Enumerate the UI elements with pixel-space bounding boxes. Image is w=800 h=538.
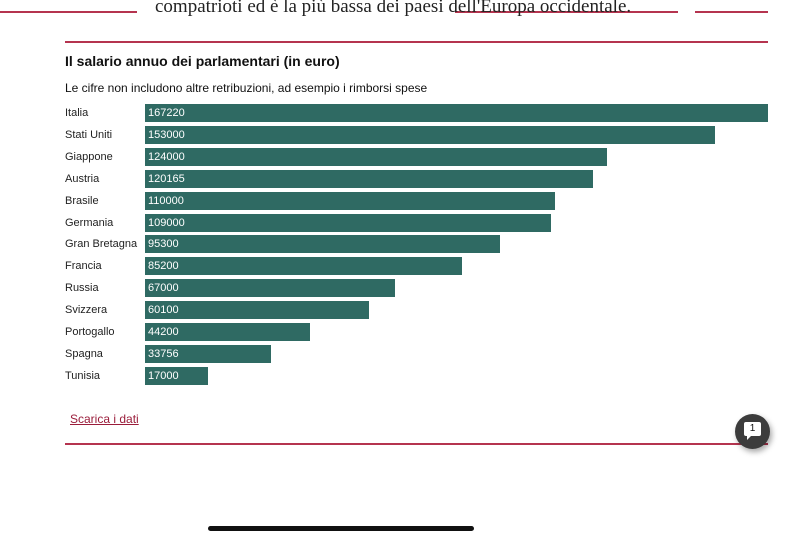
bar	[145, 147, 607, 166]
download-data-link[interactable]: Scarica i dati	[70, 412, 139, 426]
value-label: 33756	[148, 347, 179, 360]
category-label: Francia	[65, 260, 102, 273]
category-label: Brasile	[65, 194, 99, 207]
value-label: 67000	[148, 282, 179, 295]
chart-title: Il salario annuo dei parlamentari (in eu…	[65, 53, 340, 69]
category-label: Spagna	[65, 347, 103, 360]
bar	[145, 169, 593, 188]
bar	[145, 125, 716, 144]
bar	[145, 366, 209, 385]
bar	[145, 301, 369, 320]
bar	[145, 323, 310, 341]
value-label: 153000	[148, 128, 185, 141]
category-label: Gran Bretagna	[65, 238, 138, 251]
value-label: 109000	[148, 216, 185, 229]
divider	[0, 11, 137, 13]
category-label: Stati Uniti	[65, 128, 113, 141]
value-label: 167220	[148, 107, 185, 119]
chart-subtitle: Le cifre non includono altre retribuzion…	[65, 81, 428, 95]
category-label: Giappone	[65, 150, 113, 163]
value-label: 95300	[148, 238, 179, 251]
category-label: Austria	[65, 172, 100, 185]
value-label: 60100	[148, 304, 179, 317]
bar	[145, 344, 271, 363]
comment-icon: 1	[744, 422, 761, 436]
divider	[455, 11, 678, 13]
bar	[145, 235, 501, 254]
value-label: 110000	[148, 194, 184, 207]
article-text: compatrioti ed è la più bassa dei paesi …	[155, 0, 632, 17]
category-label: Portogallo	[65, 326, 115, 338]
home-indicator[interactable]	[208, 526, 474, 531]
comments-button[interactable]: 1	[735, 414, 770, 449]
value-label: 17000	[148, 369, 179, 382]
bar	[145, 279, 395, 298]
value-label: 124000	[148, 150, 185, 163]
value-label: 44200	[148, 326, 179, 338]
comment-icon-tail	[747, 435, 752, 440]
bar	[145, 104, 768, 122]
divider	[65, 41, 768, 43]
category-label: Tunisia	[65, 369, 101, 382]
bar	[145, 257, 463, 276]
category-label: Germania	[65, 216, 114, 229]
category-label: Svizzera	[65, 304, 108, 317]
category-label: Italia	[65, 107, 89, 119]
divider	[695, 11, 768, 13]
bar	[145, 191, 555, 210]
divider	[65, 443, 768, 445]
category-label: Russia	[65, 282, 99, 295]
bar	[145, 213, 552, 232]
value-label: 85200	[148, 260, 179, 273]
value-label: 120165	[148, 172, 185, 185]
